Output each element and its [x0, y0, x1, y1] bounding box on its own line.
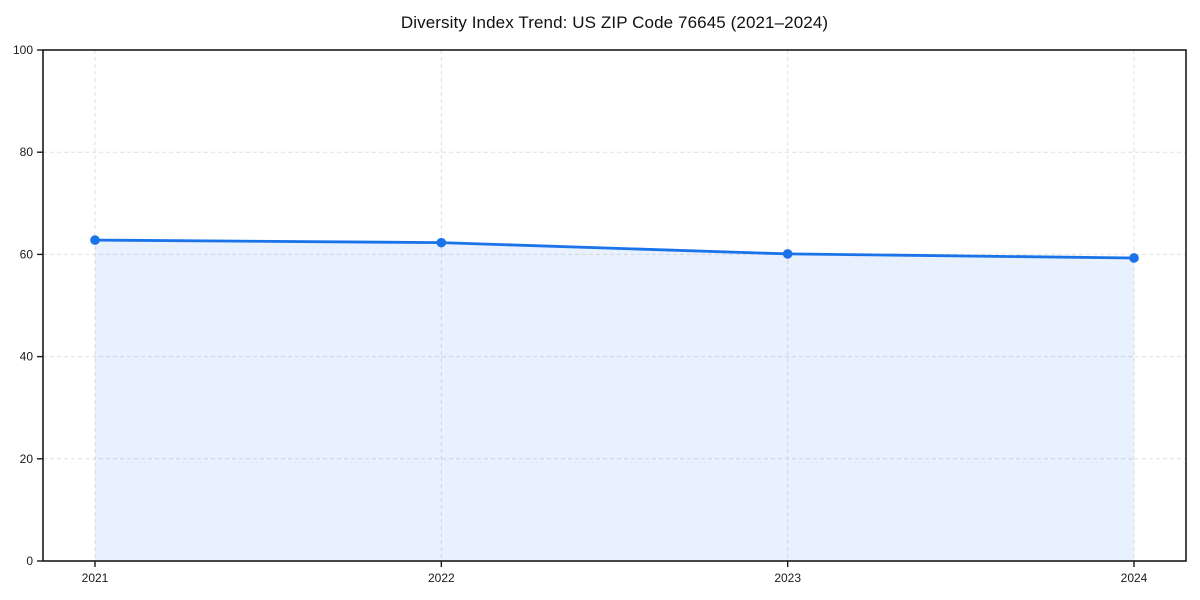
y-tick-label: 80 [20, 145, 34, 159]
x-tick-label: 2022 [428, 571, 455, 585]
x-tick-label: 2023 [774, 571, 801, 585]
y-tick-label: 100 [13, 43, 33, 57]
trend-line [93, 238, 1136, 260]
data-point-2024 [1129, 253, 1139, 263]
x-tick-label: 2024 [1121, 571, 1148, 585]
data-point-2022 [436, 237, 447, 248]
chart-title: Diversity Index Trend: US ZIP Code 76645… [400, 13, 829, 32]
y-tick-label: 20 [20, 452, 34, 466]
x-tick-label: 2021 [82, 571, 109, 585]
plot-border [42, 49, 1187, 562]
y-tick-label: 40 [20, 350, 34, 364]
area-fill [95, 240, 1134, 562]
y-tick-label: 0 [26, 554, 33, 568]
data-point-2023 [782, 249, 793, 259]
y-tick-label: 60 [20, 247, 34, 261]
data-point-2021 [90, 235, 100, 245]
